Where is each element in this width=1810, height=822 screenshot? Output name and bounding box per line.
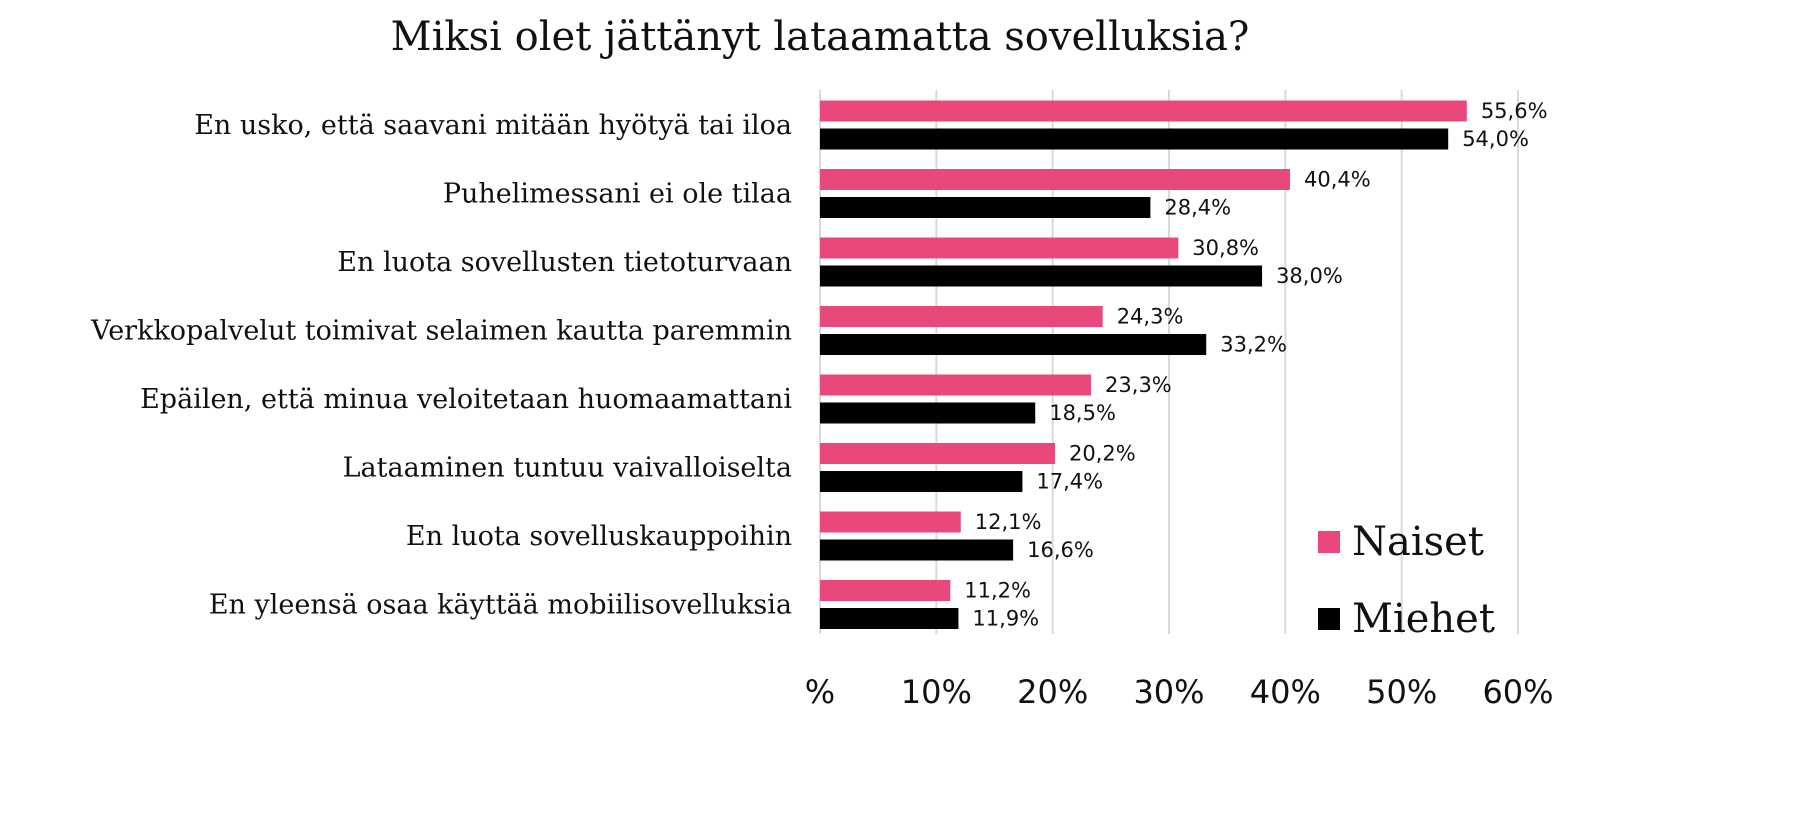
data-label: 20,2% — [1069, 442, 1136, 466]
data-label: 12,1% — [975, 510, 1042, 534]
bar-miehet — [820, 402, 1036, 424]
category-label: En luota sovelluskauppoihin — [406, 521, 792, 552]
data-label: 55,6% — [1481, 99, 1548, 123]
legend: Naiset Miehet — [1318, 519, 1495, 642]
bar-miehet — [820, 539, 1014, 561]
data-label: 17,4% — [1036, 470, 1103, 494]
bar-naiset — [820, 237, 1179, 259]
x-tick-label: 20% — [1017, 673, 1088, 711]
x-tick-label: 50% — [1366, 673, 1437, 711]
x-tick-label: % — [805, 673, 835, 711]
category-labels: En usko, että saavani mitään hyötyä tai … — [90, 110, 792, 621]
bar-naiset — [820, 169, 1290, 190]
category-label: En yleensä osaa käyttää mobiilisovelluks… — [209, 590, 792, 621]
data-label: 24,3% — [1117, 305, 1184, 329]
bar-naiset — [820, 580, 951, 601]
legend-swatch-miehet — [1318, 608, 1340, 630]
x-axis-ticks: % 10% 20% 30% 40% 50% 60% — [805, 673, 1554, 711]
bar-miehet — [820, 128, 1449, 150]
bar-naiset — [820, 374, 1092, 396]
data-labels: 55,6% 54,0% 40,4% 28,4% 30,8% 38,0% 24,3% 33,2%… — [964, 99, 1547, 631]
legend-label: Miehet — [1352, 596, 1495, 642]
data-label: 38,0% — [1276, 264, 1343, 288]
data-label: 11,2% — [964, 579, 1031, 603]
bars — [820, 100, 1467, 629]
data-label: 23,3% — [1105, 373, 1172, 397]
bar-naiset — [820, 306, 1103, 327]
chart-title: Miksi olet jättänyt lataamatta sovelluks… — [391, 14, 1250, 60]
x-tick-label: 10% — [901, 673, 972, 711]
data-label: 28,4% — [1164, 196, 1231, 220]
bar-naiset — [820, 511, 961, 533]
data-label: 33,2% — [1220, 333, 1287, 357]
category-label: Puhelimessani ei ole tilaa — [443, 179, 792, 210]
data-label: 11,9% — [972, 607, 1039, 631]
category-label: En usko, että saavani mitään hyötyä tai … — [194, 110, 792, 141]
x-tick-label: 60% — [1482, 673, 1553, 711]
data-label: 30,8% — [1192, 236, 1259, 260]
category-label: Lataaminen tuntuu vaivalloiselta — [343, 453, 792, 484]
bar-miehet — [820, 471, 1023, 492]
category-label: En luota sovellusten tietoturvaan — [337, 247, 792, 278]
category-label: Epäilen, että minua veloitetaan huomaama… — [140, 384, 792, 415]
data-label: 40,4% — [1304, 168, 1371, 192]
legend-swatch-naiset — [1318, 531, 1340, 553]
legend-label: Naiset — [1352, 519, 1484, 565]
bar-miehet — [820, 197, 1151, 218]
bar-miehet — [820, 265, 1263, 287]
bar-naiset — [820, 100, 1467, 122]
bar-miehet — [820, 334, 1207, 355]
bar-miehet — [820, 608, 959, 629]
data-label: 16,6% — [1027, 538, 1094, 562]
data-label: 18,5% — [1049, 401, 1116, 425]
data-label: 54,0% — [1462, 127, 1529, 151]
category-label: Verkkopalvelut toimivat selaimen kautta … — [90, 316, 792, 347]
bar-naiset — [820, 443, 1055, 464]
x-tick-label: 30% — [1133, 673, 1204, 711]
x-tick-label: 40% — [1250, 673, 1321, 711]
